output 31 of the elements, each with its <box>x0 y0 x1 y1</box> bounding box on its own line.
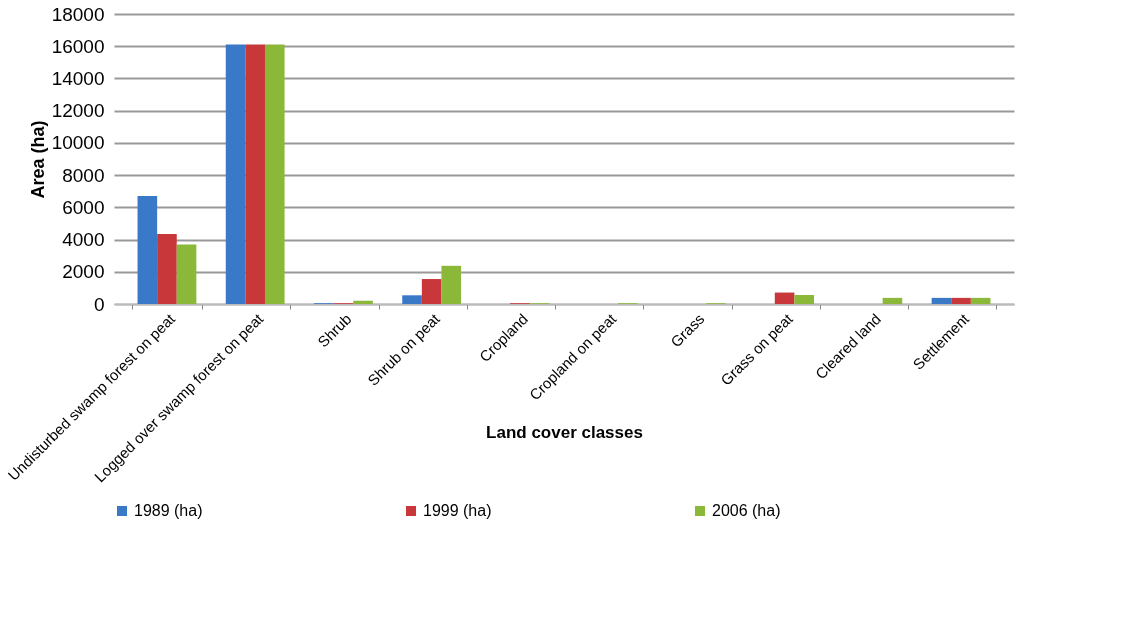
y-axis-title: Area (ha) <box>27 120 48 199</box>
bar <box>402 295 422 304</box>
y-tick-label: 2000 <box>62 261 105 283</box>
bar <box>794 294 814 304</box>
bar <box>774 292 795 304</box>
bar <box>353 300 373 304</box>
y-tick-label: 0 <box>93 293 105 315</box>
y-tick-label: 6000 <box>62 196 105 218</box>
y-tick-label: 10000 <box>51 132 105 154</box>
y-tick-label: 8000 <box>62 164 105 186</box>
bar <box>157 233 177 304</box>
bar <box>137 196 158 304</box>
bar <box>176 244 197 304</box>
y-tick-label: 4000 <box>62 229 105 251</box>
bar <box>882 297 903 304</box>
bar <box>951 297 971 304</box>
y-tick-label: 18000 <box>51 3 105 25</box>
bar <box>245 44 265 304</box>
y-tick-label: 14000 <box>51 67 105 89</box>
legend-label: 1999 (ha) <box>423 502 492 519</box>
legend-label: 2006 (ha) <box>712 502 781 519</box>
bar <box>970 297 991 304</box>
bar <box>264 44 285 304</box>
x-axis-title: Land cover classes <box>486 423 643 443</box>
bar <box>421 279 442 304</box>
y-tick-label: 16000 <box>51 35 105 57</box>
bar <box>441 265 462 304</box>
bar <box>225 44 246 304</box>
legend-label: 1989 (ha) <box>134 502 203 519</box>
bar <box>931 297 952 304</box>
y-tick-label: 12000 <box>51 100 105 122</box>
